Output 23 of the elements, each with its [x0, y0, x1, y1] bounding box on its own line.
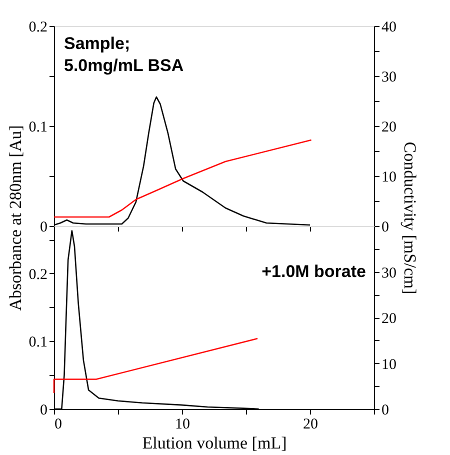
y2-tick-label: 30 [382, 265, 396, 282]
y2-tick-label: 30 [382, 70, 396, 86]
y2-axis-title: Conductivity [mS/cm] [400, 142, 420, 294]
y-tick-label: 0 [40, 220, 48, 236]
y2-tick-label: 0 [382, 220, 389, 236]
y2-tick-label: 20 [382, 120, 396, 136]
y-axis-title: Absorbance at 280nm [Au] [6, 125, 25, 311]
y2-tick-label: 10 [382, 356, 396, 373]
y2-tick-label: 10 [382, 170, 396, 186]
annotation: Sample; 5.0mg/mL BSA [64, 34, 184, 75]
y-tick-label: 0.1 [28, 120, 48, 136]
annotation: +1.0M borate [262, 262, 366, 281]
x-tick-label: 20 [303, 416, 318, 432]
y-tick-label: 0.1 [28, 334, 48, 351]
x-tick-label: 0 [54, 416, 62, 432]
y2-tick-label: 40 [382, 20, 396, 36]
y-tick-label: 0.2 [28, 20, 48, 36]
y2-tick-label: 20 [382, 311, 396, 327]
y-tick-label: 0.2 [28, 266, 48, 283]
y-tick-label: 0 [40, 402, 48, 418]
x-axis-title: Elution volume [mL] [142, 434, 287, 452]
y2-tick-label: 0 [382, 402, 389, 418]
x-tick-label: 10 [175, 416, 190, 432]
